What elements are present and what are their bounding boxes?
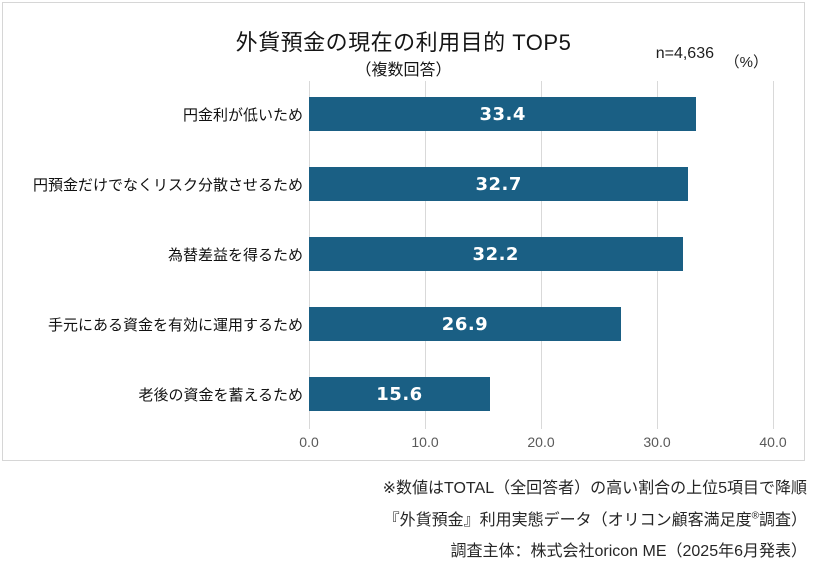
footnote-line: ※数値はTOTAL（全回答者）の高い割合の上位5項目で降順 (382, 480, 807, 497)
x-axis: 0.0 10.0 20.0 30.0 40.0 (299, 434, 786, 456)
x-axis-tick-label: 40.0 (759, 434, 787, 450)
chart-title: 外貨預金の現在の利用目的 TOP5 (235, 30, 572, 55)
bar: 32.2 (309, 237, 683, 271)
chart-box: 外貨預金の現在の利用目的 TOP5 （複数回答） n=4,636 （%） 円金利… (2, 2, 805, 461)
category-label: 円金利が低いため (182, 106, 303, 124)
gridline (773, 81, 774, 429)
source-text-prefix: 『外貨預金』利用実態データ（オリコン顧客満足度 (383, 512, 752, 529)
bar: 33.4 (309, 97, 697, 131)
category-label: 老後の資金を蓄えるため (138, 386, 303, 404)
chart-subtitle: （複数回答） (355, 62, 452, 79)
plot-area: 33.4 32.7 32.2 26.9 15.6 (309, 79, 774, 429)
bar: 26.9 (309, 307, 622, 341)
bar-value-label: 33.4 (479, 103, 526, 125)
publisher-line: 調査主体：株式会社oricon ME（2025年6月発表） (450, 543, 807, 560)
bar-value-label: 32.7 (475, 173, 522, 195)
bar: 15.6 (309, 377, 490, 411)
bar: 32.7 (309, 167, 689, 201)
registered-trademark-symbol: ® (751, 510, 759, 522)
sample-size-label: n=4,636 (655, 45, 714, 62)
x-axis-tick-label: 0.0 (299, 434, 319, 450)
category-label: 円預金だけでなくリスク分散させるため (32, 176, 303, 194)
source-line: 『外貨預金』利用実態データ（オリコン顧客満足度®調査） (0, 506, 807, 530)
source-text-suffix: 調査） (758, 512, 807, 529)
bar-value-label: 26.9 (441, 313, 489, 335)
category-labels: 円金利が低いため円預金だけでなくリスク分散させるため為替差益を得るため手元にある… (9, 79, 303, 429)
category-label: 為替差益を得るため (167, 246, 303, 264)
bar-value-label: 15.6 (376, 383, 423, 405)
x-axis-tick-label: 20.0 (527, 434, 555, 450)
x-axis-tick-label: 10.0 (411, 434, 439, 450)
category-label: 手元にある資金を有効に運用するため (47, 316, 303, 334)
bar-value-label: 32.2 (472, 243, 519, 265)
unit-label: （%） (724, 54, 768, 71)
x-axis-tick-label: 30.0 (643, 434, 671, 450)
